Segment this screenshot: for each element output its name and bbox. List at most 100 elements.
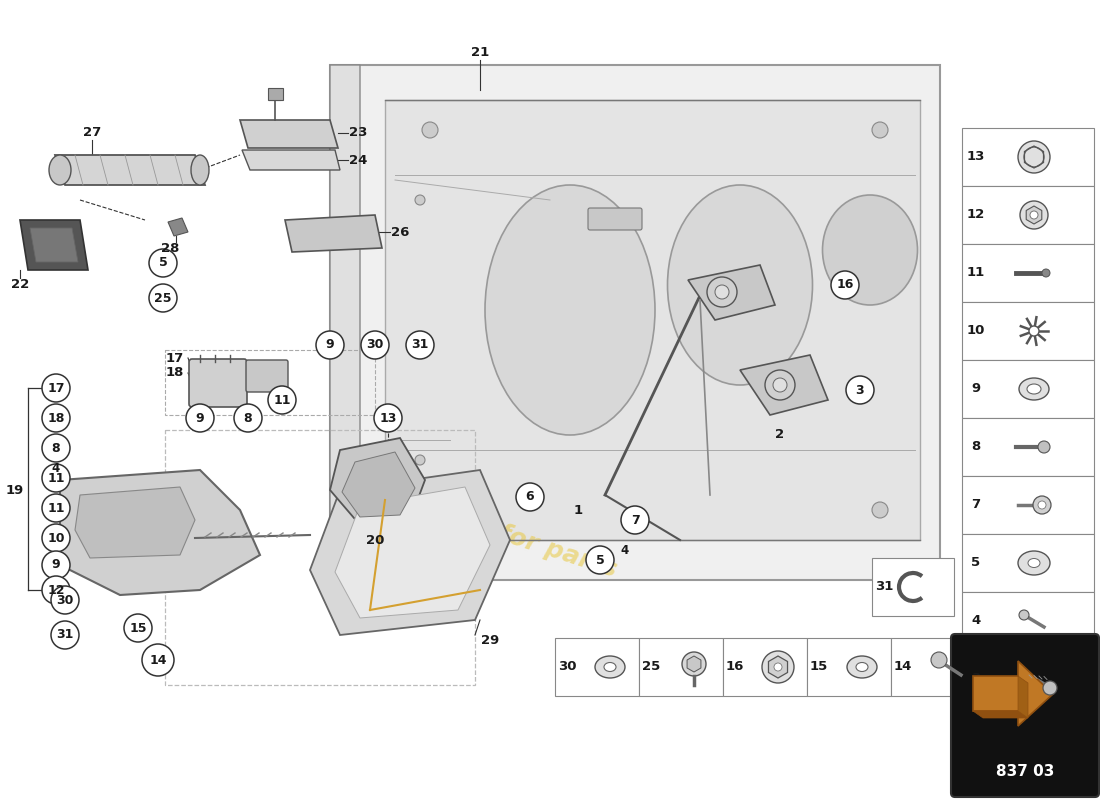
Bar bbox=[962, 418, 1094, 476]
Bar bbox=[872, 558, 954, 616]
FancyBboxPatch shape bbox=[246, 360, 288, 392]
Text: 9: 9 bbox=[326, 338, 334, 351]
Text: 17: 17 bbox=[47, 382, 65, 394]
Polygon shape bbox=[60, 470, 260, 595]
Circle shape bbox=[415, 455, 425, 465]
FancyBboxPatch shape bbox=[330, 65, 360, 580]
Circle shape bbox=[1033, 496, 1050, 514]
Circle shape bbox=[422, 502, 438, 518]
Text: 7: 7 bbox=[971, 498, 980, 511]
Ellipse shape bbox=[1019, 378, 1049, 400]
Text: 7: 7 bbox=[630, 514, 639, 526]
Polygon shape bbox=[974, 711, 1028, 718]
Text: 14: 14 bbox=[894, 661, 912, 674]
Text: 8: 8 bbox=[244, 411, 252, 425]
Text: 10: 10 bbox=[967, 325, 986, 338]
Bar bbox=[962, 650, 1094, 708]
Ellipse shape bbox=[485, 185, 654, 435]
Polygon shape bbox=[1026, 206, 1042, 224]
Text: 22: 22 bbox=[11, 278, 29, 291]
Circle shape bbox=[51, 586, 79, 614]
Text: 17: 17 bbox=[166, 351, 184, 365]
Circle shape bbox=[42, 434, 70, 462]
Circle shape bbox=[764, 370, 795, 400]
Polygon shape bbox=[55, 155, 205, 185]
Text: 9: 9 bbox=[52, 558, 60, 571]
Circle shape bbox=[234, 404, 262, 432]
Ellipse shape bbox=[847, 656, 877, 678]
Circle shape bbox=[42, 576, 70, 604]
Polygon shape bbox=[688, 656, 701, 672]
Circle shape bbox=[186, 404, 214, 432]
Polygon shape bbox=[240, 120, 338, 148]
Circle shape bbox=[42, 551, 70, 579]
Polygon shape bbox=[30, 228, 78, 262]
Bar bbox=[556, 638, 639, 696]
Ellipse shape bbox=[50, 155, 72, 185]
Text: 2: 2 bbox=[776, 429, 784, 442]
Text: 6: 6 bbox=[526, 490, 535, 503]
Circle shape bbox=[1019, 610, 1028, 620]
Text: 5: 5 bbox=[971, 557, 980, 570]
Circle shape bbox=[621, 506, 649, 534]
Text: 8: 8 bbox=[52, 442, 60, 454]
Ellipse shape bbox=[191, 155, 209, 185]
Text: 30: 30 bbox=[558, 661, 576, 674]
Circle shape bbox=[931, 652, 947, 668]
Text: 16: 16 bbox=[726, 661, 745, 674]
Text: 30: 30 bbox=[366, 338, 384, 351]
Text: 15: 15 bbox=[130, 622, 146, 634]
Circle shape bbox=[872, 502, 888, 518]
Text: 9: 9 bbox=[196, 411, 205, 425]
Circle shape bbox=[42, 404, 70, 432]
Text: 16: 16 bbox=[836, 278, 854, 291]
Text: 5: 5 bbox=[595, 554, 604, 566]
Text: 4: 4 bbox=[52, 462, 60, 474]
Polygon shape bbox=[1018, 676, 1028, 718]
Text: 12: 12 bbox=[47, 583, 65, 597]
Circle shape bbox=[762, 651, 794, 683]
Text: 11: 11 bbox=[967, 266, 986, 279]
Bar bbox=[268, 88, 283, 100]
Text: 23: 23 bbox=[349, 126, 367, 139]
Circle shape bbox=[830, 271, 859, 299]
Text: a passion for parts: a passion for parts bbox=[360, 478, 620, 582]
Circle shape bbox=[1030, 211, 1038, 219]
Bar bbox=[639, 638, 723, 696]
FancyBboxPatch shape bbox=[588, 208, 642, 230]
Text: 21: 21 bbox=[471, 46, 490, 58]
Polygon shape bbox=[168, 218, 188, 236]
Text: 31: 31 bbox=[411, 338, 429, 351]
Circle shape bbox=[1038, 441, 1050, 453]
Text: 11: 11 bbox=[273, 394, 290, 406]
Polygon shape bbox=[336, 487, 490, 618]
Bar bbox=[165, 430, 475, 685]
Polygon shape bbox=[242, 150, 340, 170]
Circle shape bbox=[148, 284, 177, 312]
Text: 10: 10 bbox=[47, 531, 65, 545]
Text: 12: 12 bbox=[967, 209, 986, 222]
Circle shape bbox=[268, 386, 296, 414]
Bar bbox=[165, 350, 375, 415]
Circle shape bbox=[715, 285, 729, 299]
Bar bbox=[807, 638, 891, 696]
Text: 27: 27 bbox=[82, 126, 101, 139]
Circle shape bbox=[707, 277, 737, 307]
Circle shape bbox=[872, 122, 888, 138]
Bar bbox=[962, 244, 1094, 302]
Bar bbox=[962, 476, 1094, 534]
Bar bbox=[962, 360, 1094, 418]
Text: 15: 15 bbox=[810, 661, 828, 674]
Text: 18: 18 bbox=[166, 366, 184, 379]
Circle shape bbox=[148, 249, 177, 277]
Text: 25: 25 bbox=[642, 661, 660, 674]
Ellipse shape bbox=[1018, 551, 1050, 575]
Circle shape bbox=[374, 404, 401, 432]
Circle shape bbox=[773, 378, 786, 392]
Circle shape bbox=[42, 524, 70, 552]
Text: 9: 9 bbox=[971, 382, 980, 395]
Text: 8: 8 bbox=[971, 441, 980, 454]
Bar bbox=[723, 638, 807, 696]
Polygon shape bbox=[769, 656, 788, 678]
Text: 24: 24 bbox=[349, 154, 367, 166]
